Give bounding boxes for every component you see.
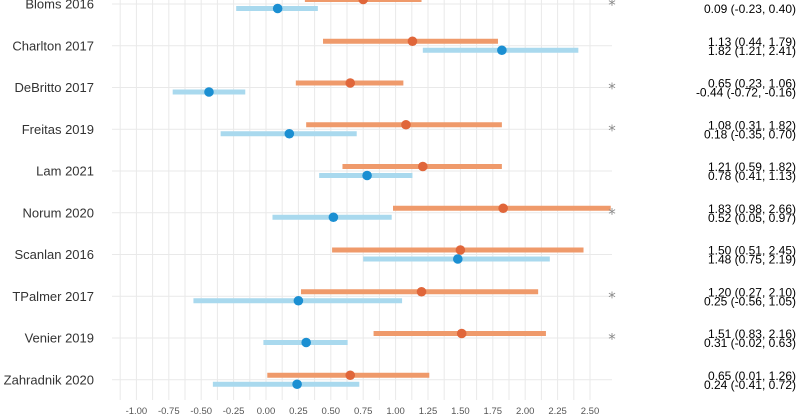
blue-ci-text: 0.31 (-0.02, 0.63) — [704, 336, 796, 350]
orange-point-estimate — [407, 36, 418, 47]
study-label: Zahradnik 2020 — [4, 372, 94, 387]
x-tick-label: -0.50 — [190, 406, 212, 417]
study-label: TPalmer 2017 — [12, 289, 94, 304]
x-tick-label: -0.75 — [158, 406, 180, 417]
significance-star: * — [608, 205, 616, 223]
blue-point-estimate — [328, 212, 339, 223]
x-tick-label: 1.50 — [451, 406, 470, 417]
x-tick-label: 0.75 — [354, 406, 373, 417]
intervals-layer — [172, 0, 611, 390]
blue-ci-text: 0.78 (0.41, 1.13) — [708, 169, 796, 183]
study-label: Bloms 2016 — [25, 0, 94, 12]
blue-ci-text: 0.52 (0.05, 0.97) — [708, 211, 796, 225]
orange-ci-text: 1.20 (0.27, 2.10) — [708, 285, 796, 299]
study-label: Scanlan 2016 — [14, 247, 94, 262]
blue-ci-text: 1.82 (1.21, 2.41) — [708, 44, 796, 58]
blue-ci-text: 0.09 (-0.23, 0.40) — [704, 2, 796, 16]
blue-point-estimate — [362, 170, 372, 181]
x-tick-label: 2.00 — [516, 406, 535, 417]
orange-point-estimate — [455, 245, 466, 255]
significance-star: * — [608, 80, 616, 98]
x-tick-label: 0.00 — [257, 406, 276, 417]
orange-point-estimate — [345, 370, 356, 381]
blue-point-estimate — [284, 128, 295, 139]
significance-star: * — [608, 121, 616, 139]
blue-ci-text: 0.25 (-0.56, 1.05) — [704, 294, 796, 308]
significance-star: * — [608, 0, 616, 14]
x-tick-label: 0.50 — [322, 406, 341, 417]
blue-point-estimate — [292, 379, 302, 390]
blue-ci-text: 0.18 (-0.35, 0.70) — [704, 127, 796, 141]
labels-layer: Bloms 2016 * 0.09 (-0.23, 0.40) Charlton 20… — [4, 0, 796, 392]
orange-point-estimate — [418, 161, 428, 172]
blue-point-estimate — [301, 337, 311, 348]
study-label: Norum 2020 — [22, 205, 94, 220]
blue-ci-text: 0.24 (-0.41, 0.72) — [704, 378, 796, 392]
x-tick-label: 1.00 — [386, 406, 405, 417]
study-label: DeBritto 2017 — [15, 80, 95, 95]
blue-ci-text: -0.44 (-0.72, -0.16) — [696, 86, 796, 100]
blue-point-estimate — [453, 254, 463, 264]
x-tick-label: 2.50 — [581, 406, 600, 417]
x-tick-label: 1.25 — [419, 406, 438, 417]
study-label: Lam 2021 — [36, 164, 94, 179]
significance-star: * — [608, 330, 616, 348]
orange-point-estimate — [498, 203, 508, 214]
grid-layer — [112, 0, 612, 400]
significance-star: * — [608, 288, 616, 306]
orange-ci-text: 0.65 (0.23, 1.06) — [708, 77, 796, 91]
study-label: Charlton 2017 — [12, 38, 94, 53]
orange-point-estimate — [358, 0, 368, 5]
x-tick-label: -1.00 — [126, 406, 148, 417]
orange-ci-text: 1.83 (0.98, 2.66) — [708, 202, 796, 216]
blue-point-estimate — [293, 295, 304, 306]
orange-ci-text: 1.21 (0.59, 1.82) — [708, 160, 796, 174]
x-tick-label: 1.75 — [484, 406, 503, 417]
study-label: Freitas 2019 — [22, 122, 94, 137]
orange-ci-text: 0.65 (0.01, 1.26) — [708, 369, 796, 383]
blue-ci-text: 1.48 (0.75, 2.19) — [708, 253, 796, 267]
orange-point-estimate — [401, 119, 411, 130]
orange-ci-text: 1.08 (0.31, 1.82) — [708, 118, 796, 132]
blue-point-estimate — [204, 87, 214, 97]
x-tick-label: 0.25 — [289, 406, 308, 417]
x-tick-label: 2.25 — [548, 406, 567, 417]
x-tick-label: -0.25 — [223, 406, 245, 417]
orange-ci-text: 1.50 (0.51, 2.45) — [708, 244, 796, 258]
x-axis: -1.00 -0.75 -0.50 -0.25 0.00 0.25 0.50 0.75 1.00… — [126, 406, 600, 417]
orange-ci-text: 1.51 (0.83, 2.16) — [708, 327, 796, 341]
blue-point-estimate — [272, 3, 283, 14]
study-label: Venier 2019 — [25, 331, 94, 346]
orange-point-estimate — [416, 286, 427, 297]
orange-point-estimate — [345, 78, 356, 88]
orange-ci-text: 1.13 (0.44, 1.79) — [708, 35, 796, 49]
orange-point-estimate — [456, 328, 467, 339]
blue-point-estimate — [497, 45, 507, 56]
